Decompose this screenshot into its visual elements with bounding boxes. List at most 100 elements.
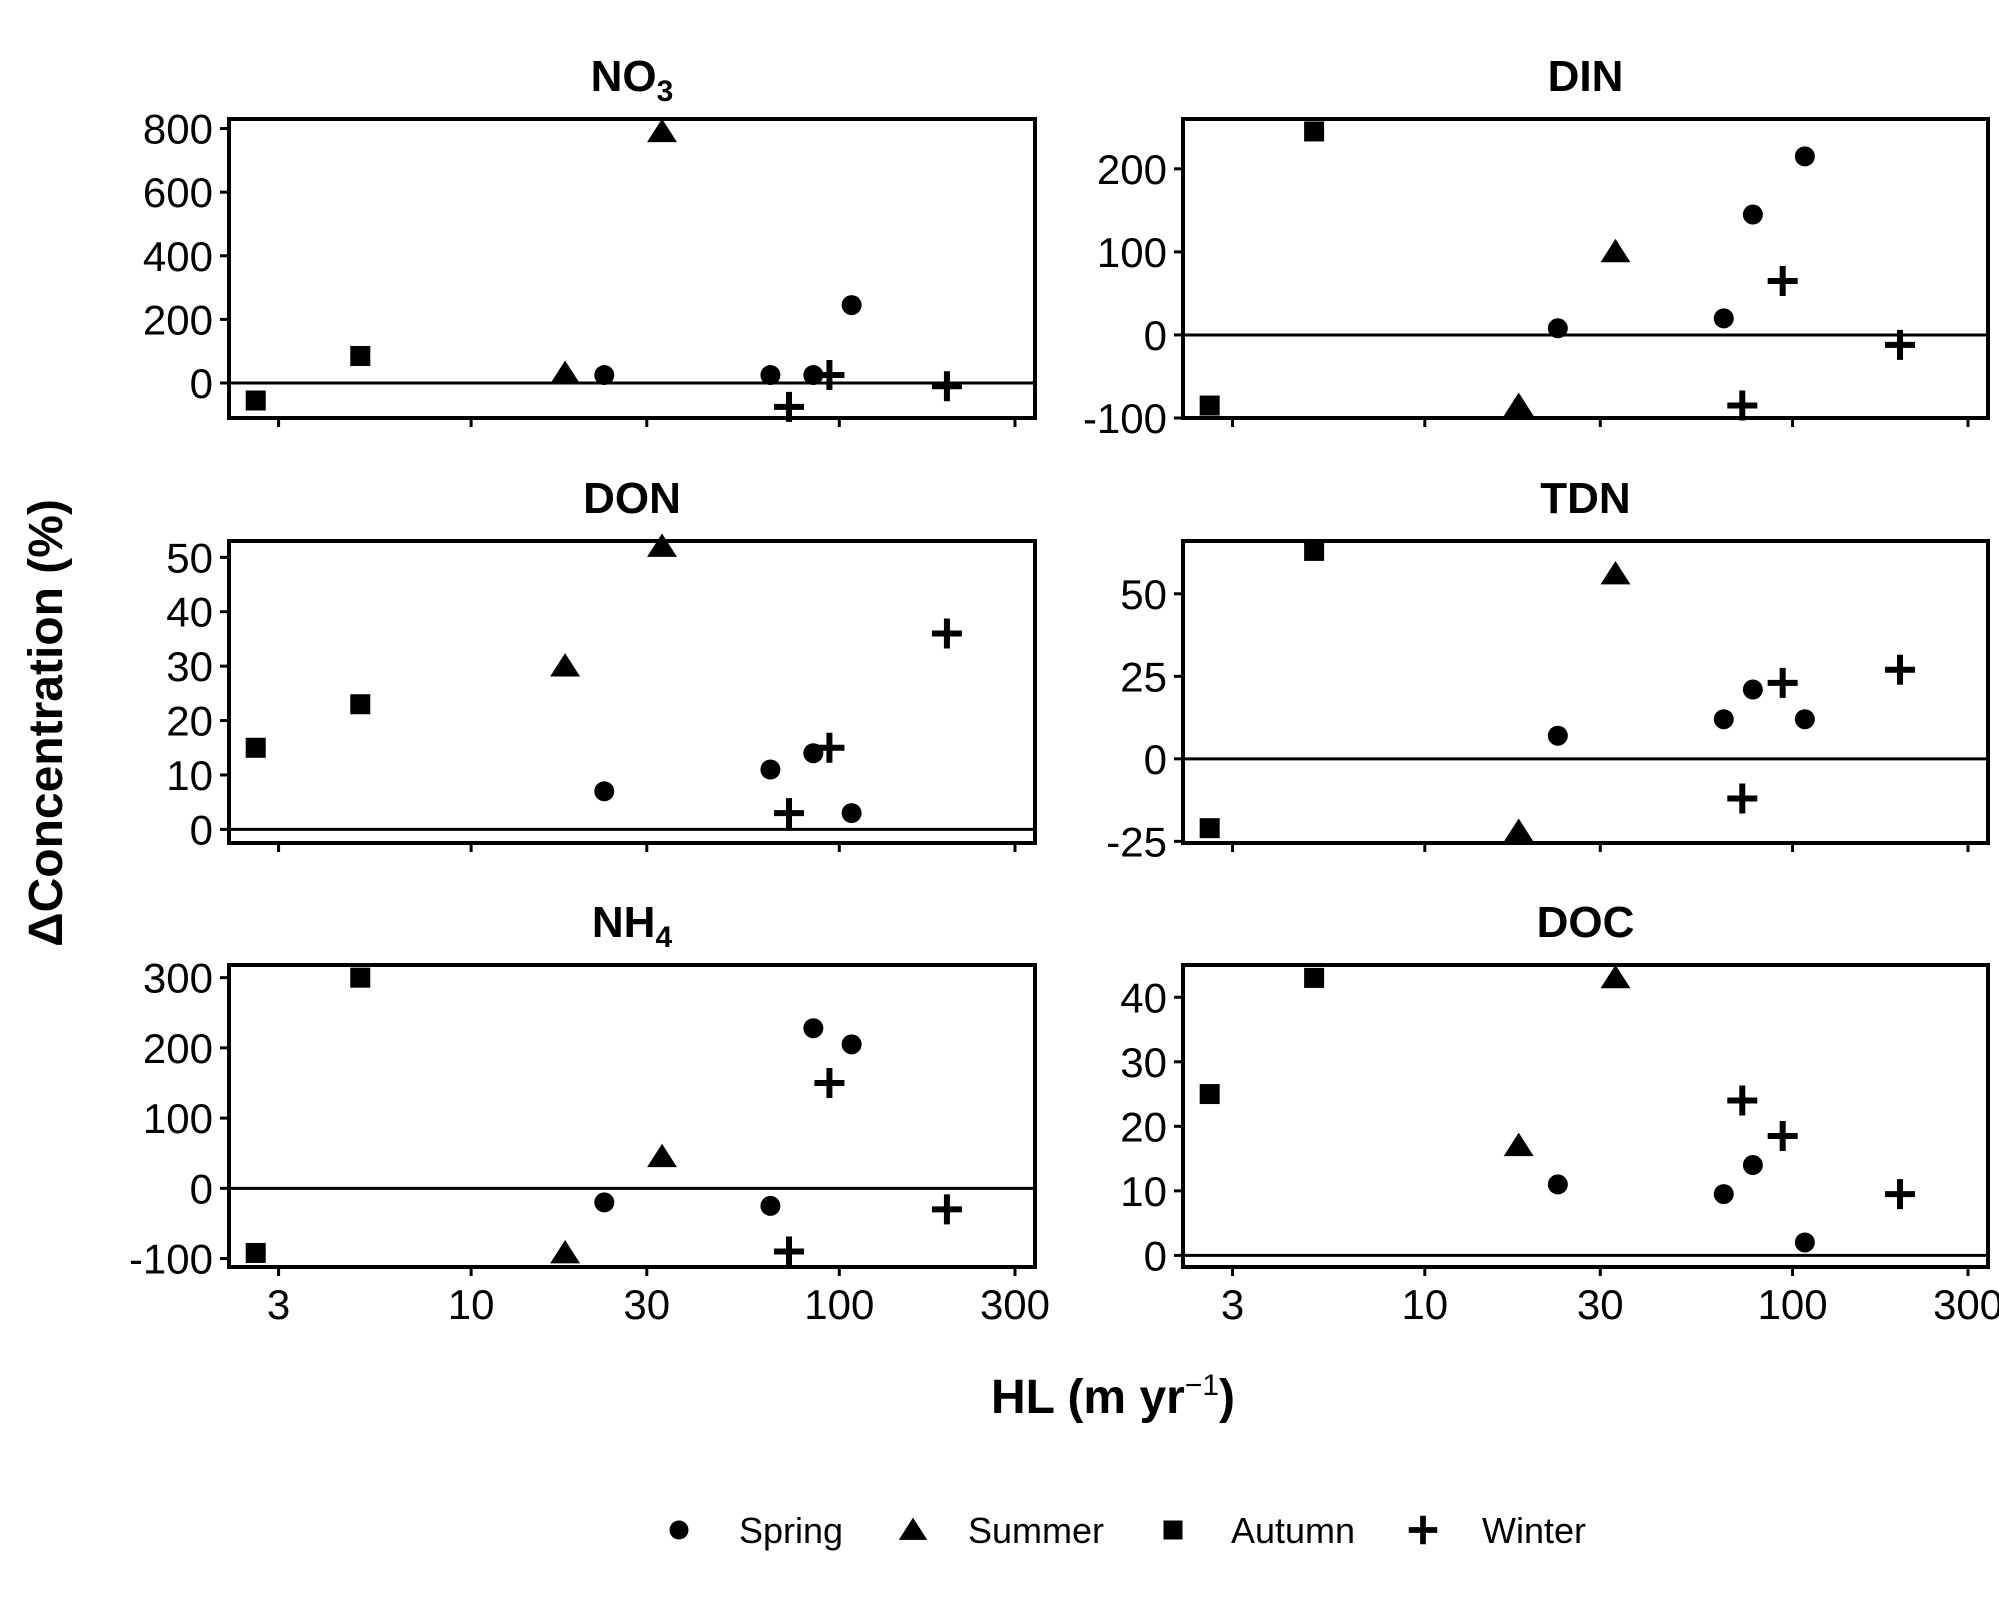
x-tick-label: 10: [448, 1281, 495, 1328]
y-tick-label: 0: [1144, 736, 1167, 783]
data-point-autumn: [1199, 395, 1220, 416]
data-point-winter: [931, 371, 962, 402]
data-point-spring: [594, 781, 615, 802]
legend: Spring Summer Autumn Winter: [669, 1510, 1586, 1551]
x-tick-label: 10: [1401, 1281, 1448, 1328]
data-point-spring: [1713, 1184, 1734, 1205]
data-point-winter: [1767, 265, 1798, 296]
legend-item-winter: Winter: [1408, 1510, 1586, 1551]
data-point-spring: [1742, 679, 1763, 700]
data-point-summer: [647, 118, 677, 143]
y-tick-label: 600: [143, 169, 213, 216]
panel-frame: [227, 117, 1037, 420]
data-point-spring: [1547, 318, 1568, 339]
legend-marker-winter: [1408, 1515, 1438, 1545]
legend-item-autumn: Autumn: [1163, 1510, 1355, 1551]
panel-title: NH4: [592, 898, 673, 954]
panels-group: NO30200400600800DIN-1000100200DON0102030…: [129, 52, 1999, 1328]
x-tick-label: 300: [1933, 1281, 1999, 1328]
y-tick-label: 20: [1120, 1103, 1167, 1150]
data-point-summer: [1503, 392, 1534, 416]
panel-din: DIN -100 0 100 200: [1083, 52, 1990, 442]
y-tick-label: 0: [190, 360, 213, 407]
x-tick-label: 300: [980, 1281, 1050, 1328]
legend-item-spring: Spring: [669, 1510, 843, 1551]
y-tick-label: -25: [1106, 818, 1167, 865]
panel-frame: [227, 539, 1037, 845]
panel-title-text: DON: [583, 474, 681, 523]
y-tick-label: 100: [1097, 229, 1167, 276]
data-point-spring: [594, 1192, 615, 1213]
x-axis-title-sup: −1: [1185, 1369, 1219, 1402]
panel-frame: [1181, 117, 1990, 420]
data-point-autumn: [1304, 967, 1325, 988]
legend-label: Summer: [968, 1510, 1104, 1551]
panel-title-text: DIN: [1548, 52, 1624, 101]
data-point-summer: [1600, 561, 1631, 585]
y-tick-label: 25: [1120, 653, 1167, 700]
data-point-autumn: [245, 1242, 266, 1263]
y-tick-label: -100: [1083, 395, 1167, 442]
panel-title: TDN: [1540, 474, 1630, 523]
data-point-winter: [814, 360, 845, 391]
x-tick-label: 3: [267, 1281, 290, 1328]
data-point-winter: [931, 618, 962, 649]
x-tick-label: 30: [1577, 1281, 1624, 1328]
data-point-summer: [1503, 818, 1534, 842]
panel-title: DOC: [1537, 898, 1635, 947]
data-point-winter: [773, 391, 804, 422]
y-tick-label: 0: [190, 1165, 213, 1212]
panel-don: DON 0 10 20 30 40 50: [166, 474, 1037, 853]
data-point-winter: [773, 1236, 804, 1267]
data-point-winter: [1727, 1085, 1758, 1116]
panel-title-text: DOC: [1537, 898, 1635, 947]
legend-marker-summer: [898, 1517, 928, 1540]
data-point-spring: [1742, 204, 1763, 225]
data-point-spring: [841, 803, 862, 824]
panel-title-text: TDN: [1540, 474, 1630, 523]
y-tick-label: 50: [1120, 571, 1167, 618]
y-tick-label: 10: [166, 752, 213, 799]
data-point-winter: [773, 798, 804, 829]
y-tick-label: 10: [1120, 1168, 1167, 1215]
x-tick-label: 100: [804, 1281, 874, 1328]
data-point-spring: [841, 1034, 862, 1055]
data-point-winter: [814, 1067, 845, 1098]
panel-title-text: NO: [591, 52, 657, 101]
y-tick-label: 300: [143, 955, 213, 1002]
data-point-autumn: [1304, 540, 1325, 561]
data-point-spring: [1794, 709, 1815, 730]
data-point-spring: [1794, 146, 1815, 167]
x-axis-title: HL (m yr−1): [991, 1369, 1235, 1424]
y-tick-label: 50: [166, 534, 213, 581]
y-tick-label: 40: [166, 589, 213, 636]
data-point-autumn: [245, 390, 266, 411]
x-axis-title-close: ): [1219, 1371, 1235, 1424]
y-axis-title: ΔConcentration (%): [20, 499, 73, 947]
panel-frame: [1181, 963, 1990, 1269]
data-point-spring: [760, 365, 781, 386]
data-point-summer: [550, 360, 581, 384]
legend-label: Spring: [739, 1510, 843, 1551]
data-point-winter: [1767, 667, 1798, 698]
legend-marker-spring: [669, 1520, 689, 1540]
data-point-winter: [1767, 1121, 1798, 1151]
y-tick-label: 0: [1144, 312, 1167, 359]
x-tick-label: 30: [623, 1281, 670, 1328]
x-axis-title-main: HL (m yr: [991, 1371, 1185, 1424]
y-tick-label: 400: [143, 233, 213, 280]
data-point-autumn: [1304, 121, 1325, 142]
data-point-winter: [1727, 390, 1758, 421]
data-point-autumn: [1199, 1084, 1220, 1105]
y-tick-label: 800: [143, 106, 213, 153]
y-tick-label: 0: [1144, 1232, 1167, 1279]
data-point-summer: [647, 533, 677, 557]
data-point-spring: [1794, 1232, 1815, 1253]
panel-title-subscript: 4: [655, 921, 672, 954]
data-point-autumn: [245, 737, 266, 758]
data-point-spring: [1713, 308, 1734, 329]
data-point-spring: [1547, 1174, 1568, 1195]
data-point-winter: [814, 732, 845, 763]
data-point-summer: [1503, 1132, 1534, 1157]
data-point-summer: [1600, 238, 1631, 263]
